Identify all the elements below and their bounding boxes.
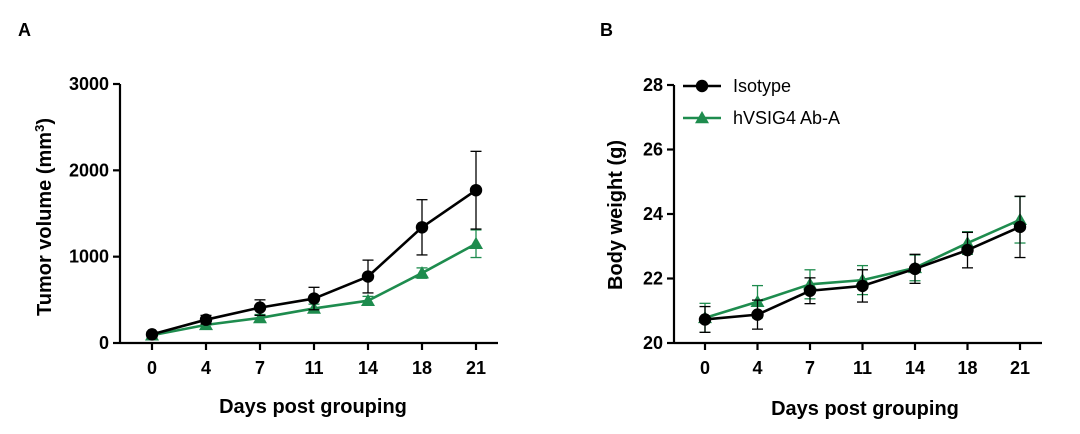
data-point bbox=[415, 266, 429, 279]
data-point bbox=[803, 284, 817, 297]
x-tick-label: 0 bbox=[147, 358, 157, 378]
y-axis-title-superscript: 3 bbox=[32, 125, 47, 132]
series-antibody bbox=[145, 229, 483, 341]
y-tick-label: 26 bbox=[643, 140, 663, 160]
data-point bbox=[751, 308, 764, 321]
y-tick-label: 2000 bbox=[69, 160, 109, 180]
data-point bbox=[1013, 220, 1027, 234]
data-point bbox=[253, 310, 267, 324]
y-tick-label: 28 bbox=[643, 75, 663, 95]
y-axis-title-close: ) bbox=[34, 118, 56, 125]
x-tick-label: 4 bbox=[201, 358, 211, 378]
x-tick-label: 14 bbox=[905, 358, 925, 378]
y-tick-label: 20 bbox=[643, 333, 663, 353]
data-point bbox=[908, 262, 922, 276]
data-point bbox=[307, 292, 321, 305]
data-point bbox=[199, 313, 213, 326]
svg-text:Tumor volume (mm3): Tumor volume (mm3) bbox=[32, 118, 57, 316]
data-point bbox=[361, 293, 375, 306]
x-axis-title: Days post grouping bbox=[771, 398, 959, 420]
x-tick-label: 0 bbox=[700, 358, 710, 378]
axes: 0 1000 2000 3000 0 4 7 11 14 18 21 bbox=[69, 74, 498, 378]
data-point bbox=[361, 270, 375, 283]
x-tick-label: 7 bbox=[805, 358, 815, 378]
x-tick-label: 18 bbox=[957, 358, 977, 378]
x-tick-label: 21 bbox=[466, 358, 486, 378]
series-isotype bbox=[145, 150, 483, 341]
legend-marker-antibody bbox=[695, 111, 709, 124]
y-tick-label: 0 bbox=[99, 333, 109, 353]
y-tick-label: 22 bbox=[643, 269, 663, 289]
legend: Isotype hVSIG4 Ab-A bbox=[683, 76, 840, 128]
data-point bbox=[415, 221, 429, 234]
panel-letter-a: A bbox=[18, 20, 31, 40]
x-axis-title: Days post grouping bbox=[219, 396, 407, 418]
y-tick-label: 3000 bbox=[69, 74, 109, 94]
x-tick-label: 14 bbox=[358, 358, 378, 378]
data-point bbox=[856, 279, 869, 293]
y-tick-label: 24 bbox=[643, 204, 663, 224]
x-tick-label: 11 bbox=[304, 358, 323, 378]
body-weight-chart: Body weight (g) Days post grouping 20222… bbox=[605, 75, 1042, 420]
panel-letter-b: B bbox=[600, 20, 613, 40]
legend-label-antibody: hVSIG4 Ab-A bbox=[733, 108, 840, 128]
y-axis-title: Tumor volume (mm3) bbox=[32, 118, 57, 316]
series-isotype bbox=[698, 195, 1027, 334]
axes: 20 22 24 26 28 0 4 7 11 14 18 21 bbox=[643, 75, 1042, 378]
x-tick-label: 11 bbox=[853, 358, 872, 378]
tumor-volume-chart: Tumor volume (mm3) Days post grouping 0 1… bbox=[32, 74, 498, 418]
x-tick-label: 4 bbox=[752, 358, 762, 378]
y-axis-title-text: Tumor volume (mm bbox=[34, 132, 56, 316]
data-point bbox=[145, 328, 159, 341]
data-point bbox=[469, 183, 483, 197]
x-tick-label: 18 bbox=[412, 358, 432, 378]
y-tick-label: 1000 bbox=[69, 247, 109, 267]
x-tick-label: 7 bbox=[255, 358, 265, 378]
series-antibody bbox=[698, 195, 1027, 334]
legend-label-isotype: Isotype bbox=[733, 76, 791, 96]
data-point bbox=[469, 236, 483, 249]
x-tick-label: 21 bbox=[1010, 358, 1030, 378]
y-axis-title: Body weight (g) bbox=[605, 140, 627, 290]
data-point bbox=[253, 301, 267, 314]
data-point bbox=[961, 243, 974, 257]
data-point bbox=[698, 313, 712, 326]
legend-marker-isotype bbox=[695, 79, 709, 93]
